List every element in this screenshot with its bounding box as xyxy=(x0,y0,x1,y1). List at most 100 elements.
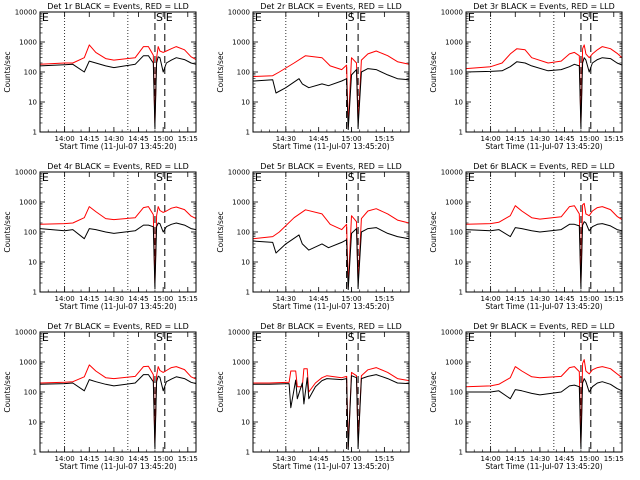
marker-label: E xyxy=(359,11,366,24)
y-tick-label: 1000 xyxy=(19,39,37,47)
y-axis-label: Counts/sec xyxy=(429,371,438,412)
y-tick-label: 1 xyxy=(33,289,37,297)
x-tick-label: 14:30 xyxy=(276,135,296,143)
series-line-black xyxy=(39,55,197,128)
plot-frame xyxy=(465,11,623,133)
y-tick-label: 1 xyxy=(459,289,463,297)
y-tick-label: 10 xyxy=(241,259,250,267)
x-tick-label: 14:00 xyxy=(481,455,501,463)
x-tick-label: 14:30 xyxy=(530,455,550,463)
x-tick-label: 15:15 xyxy=(374,295,394,303)
series-line-black xyxy=(253,374,410,451)
panel-title: Det 3r BLACK = Events, RED = LLD xyxy=(473,2,615,11)
y-tick-label: 1 xyxy=(33,129,37,137)
x-tick-label: 15:00 xyxy=(153,455,173,463)
y-tick-label: 10 xyxy=(454,419,463,427)
x-axis-label: Start Time (11-Jul-07 13:45:20) xyxy=(272,302,389,311)
y-tick-label: 10 xyxy=(28,99,37,107)
series-line-red xyxy=(465,202,623,284)
marker-label: E xyxy=(359,331,366,344)
marker-label: S xyxy=(156,171,163,184)
panel-det-5: Det 5r BLACK = Events, RED = LLD 1 10 100 10… xyxy=(216,162,410,311)
y-axis-label: Counts/sec xyxy=(216,371,225,412)
marker-label: E xyxy=(468,11,475,24)
panel-title: Det 6r BLACK = Events, RED = LLD xyxy=(473,162,615,171)
x-tick-label: 14:15 xyxy=(79,295,99,303)
y-tick-label: 1000 xyxy=(232,199,250,207)
y-tick-label: 100 xyxy=(24,229,37,237)
y-axis-label: Counts/sec xyxy=(3,371,12,412)
series-line-black xyxy=(466,378,623,448)
y-tick-label: 10000 xyxy=(15,9,37,17)
series-line-black xyxy=(252,227,410,291)
marker-label: E xyxy=(166,331,173,344)
x-tick-label: 15:00 xyxy=(579,135,599,143)
panel-title: Det 9r BLACK = Events, RED = LLD xyxy=(473,322,615,331)
x-tick-label: 14:00 xyxy=(55,455,75,463)
x-tick-label: 14:30 xyxy=(530,295,550,303)
series-line-black xyxy=(39,374,197,448)
x-tick-label: 14:00 xyxy=(481,135,501,143)
x-tick-label: 15:15 xyxy=(604,295,624,303)
x-tick-label: 15:15 xyxy=(178,455,198,463)
x-tick-label: 14:45 xyxy=(554,295,574,303)
x-tick-label: 14:15 xyxy=(79,135,99,143)
x-tick-label: 14:45 xyxy=(128,295,148,303)
y-tick-label: 100 xyxy=(450,229,463,237)
y-tick-label: 100 xyxy=(24,389,37,397)
plot-frame xyxy=(252,331,410,453)
y-tick-label: 1000 xyxy=(232,39,250,47)
x-tick-label: 15:15 xyxy=(604,135,624,143)
y-tick-label: 10000 xyxy=(441,169,463,177)
x-tick-label: 14:30 xyxy=(276,455,296,463)
x-tick-label: 15:00 xyxy=(579,455,599,463)
marker-label: S xyxy=(348,11,355,24)
marker-label: S xyxy=(348,171,355,184)
y-tick-label: 10 xyxy=(454,99,463,107)
x-axis-label: Start Time (11-Jul-07 13:45:20) xyxy=(485,302,602,311)
y-tick-label: 1000 xyxy=(445,359,463,367)
marker-label: E xyxy=(468,171,475,184)
marker-label: S xyxy=(582,171,589,184)
panel-det-4: Det 4r BLACK = Events, RED = LLD 1 10 100 10… xyxy=(3,162,198,311)
x-tick-label: 15:00 xyxy=(341,455,361,463)
y-tick-label: 10000 xyxy=(228,9,250,17)
marker-label: E xyxy=(592,11,599,24)
marker-label: E xyxy=(592,331,599,344)
y-tick-label: 10000 xyxy=(15,329,37,337)
marker-label: E xyxy=(468,331,475,344)
x-tick-label: 15:00 xyxy=(341,135,361,143)
y-tick-label: 1 xyxy=(33,449,37,457)
panel-det-6: Det 6r BLACK = Events, RED = LLD 1 10 100 10… xyxy=(429,162,624,311)
y-tick-label: 1000 xyxy=(19,359,37,367)
y-tick-label: 100 xyxy=(450,69,463,77)
x-tick-label: 14:15 xyxy=(79,455,99,463)
marker-label: E xyxy=(166,171,173,184)
marker-label: S xyxy=(156,331,163,344)
x-tick-label: 14:15 xyxy=(505,295,525,303)
x-axis-label: Start Time (11-Jul-07 13:45:20) xyxy=(485,462,602,471)
y-tick-label: 1 xyxy=(246,449,250,457)
y-axis-label: Counts/sec xyxy=(429,51,438,92)
series-line-red xyxy=(253,367,410,448)
y-axis-label: Counts/sec xyxy=(3,211,12,252)
panel-title: Det 4r BLACK = Events, RED = LLD xyxy=(47,162,189,171)
series-line-red xyxy=(39,364,197,444)
series-line-black xyxy=(465,221,623,288)
plot-frame xyxy=(252,11,410,133)
x-axis-label: Start Time (11-Jul-07 13:45:20) xyxy=(272,142,389,151)
x-tick-label: 14:30 xyxy=(104,295,124,303)
series-line-red xyxy=(252,208,410,288)
x-tick-label: 15:00 xyxy=(579,295,599,303)
panel-det-7: Det 7r BLACK = Events, RED = LLD 1 10 100 10… xyxy=(3,322,198,471)
series-line-black xyxy=(465,57,623,128)
y-axis-label: Counts/sec xyxy=(429,211,438,252)
x-axis-label: Start Time (11-Jul-07 13:45:20) xyxy=(485,142,602,151)
plot-frame xyxy=(465,171,623,293)
y-tick-label: 10000 xyxy=(228,169,250,177)
x-axis-label: Start Time (11-Jul-07 13:45:20) xyxy=(59,142,176,151)
y-tick-label: 100 xyxy=(237,389,250,397)
marker-label: E xyxy=(166,11,173,24)
y-axis-label: Counts/sec xyxy=(216,51,225,92)
